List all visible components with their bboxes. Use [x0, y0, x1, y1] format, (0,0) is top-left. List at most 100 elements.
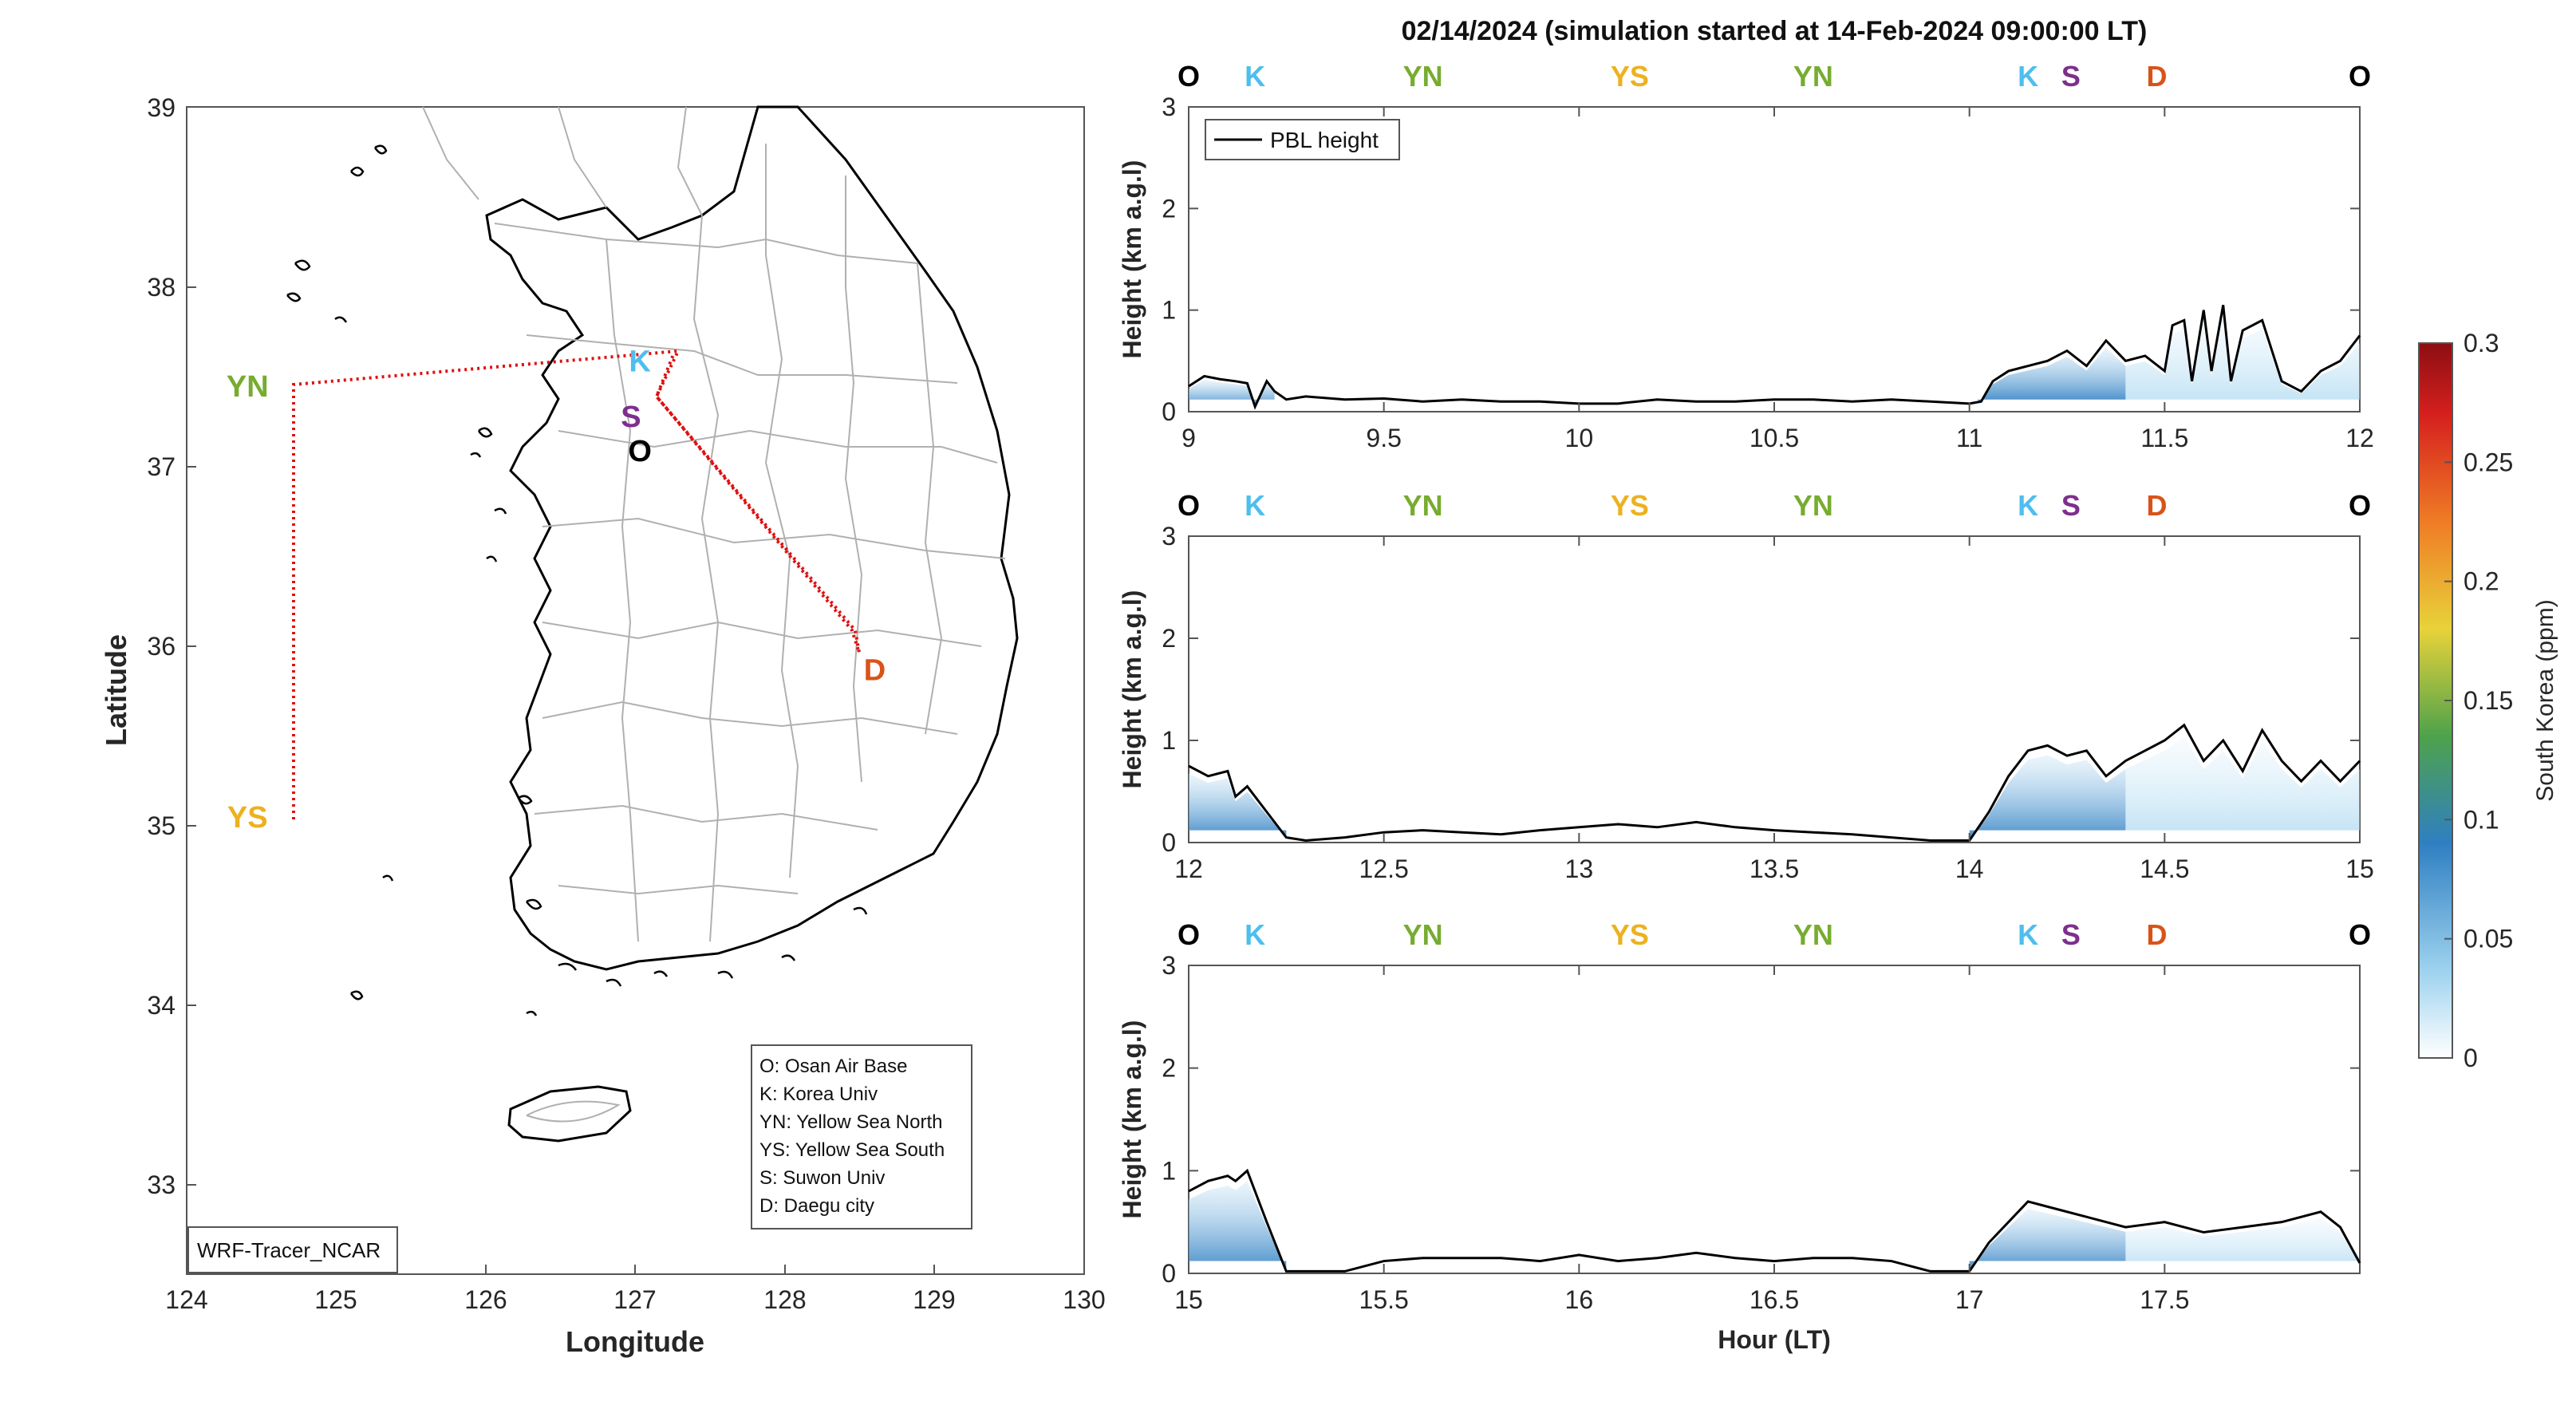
pbl-legend-label: PBL height: [1270, 128, 1379, 152]
map-ytick: 39: [147, 93, 176, 122]
model-tag-box: [187, 1226, 398, 1273]
map-xtick: 124: [165, 1285, 207, 1314]
map-site-label-s: S: [621, 401, 641, 434]
colorbar-tick-label: 0.1: [2464, 805, 2499, 834]
y-tick-label: 3: [1162, 93, 1176, 121]
map-site-label-yn: YN: [227, 370, 269, 404]
panel-site-label-k: K: [1245, 60, 1265, 93]
x-tick-label: 10: [1565, 424, 1594, 452]
pbl-panel-3: 15 15.5 16 16.5 17 17.5 0 1 2 3 Height (km a.g.l) O…: [1118, 918, 2371, 1314]
x-tick-label: 17: [1955, 1285, 1984, 1314]
panel-site-label-o: O: [1178, 918, 1200, 951]
panel-site-label-ys: YS: [1611, 489, 1649, 522]
y-tick-label: 3: [1162, 522, 1176, 551]
colorbar-tick-label: 0.25: [2464, 448, 2513, 476]
x-tick-label: 16: [1565, 1285, 1594, 1314]
x-tick-label: 10.5: [1750, 424, 1799, 452]
panel-site-label-yn: YN: [1403, 60, 1443, 93]
map-ytick: 34: [147, 991, 176, 1020]
panel-site-label-o: O: [1178, 489, 1200, 522]
y-tick-label: 0: [1162, 1259, 1176, 1288]
x-tick-label: 16.5: [1750, 1285, 1799, 1314]
x-tick-label: 15: [1174, 1285, 1203, 1314]
site-labels: O K YN YS S D: [227, 345, 886, 835]
pbl-height-line: [1188, 1168, 2361, 1273]
pbl-legend: PBL height: [1205, 119, 1400, 160]
y-tick-label: 1: [1162, 296, 1176, 325]
map-x-ticks: 124 125 126 127 128 129 130: [165, 1285, 1105, 1314]
panel-site-label-k: K: [1245, 918, 1265, 951]
map-ytick: 33: [147, 1170, 176, 1199]
y-tick-label: 2: [1162, 1054, 1176, 1083]
map-site-label-ys: YS: [227, 801, 268, 835]
flight-track: [292, 349, 861, 819]
colorbar: 0 0.05 0.1 0.15 0.2 0.25 0.3 South Korea (ppm): [2418, 329, 2558, 1072]
x-tick-label: 11.5: [2140, 424, 2188, 452]
x-tick-label: 15.5: [1359, 1285, 1409, 1314]
map-ytick: 38: [147, 273, 176, 302]
panel-site-label-k: K: [2018, 918, 2038, 951]
panel-site-label-yn: YN: [1403, 489, 1443, 522]
site-legend-entry: D: Daegu city: [759, 1195, 874, 1217]
panel-site-label-k: K: [2018, 60, 2038, 93]
tracer-plume: [1969, 1208, 2126, 1272]
colorbar-tick-label: 0.15: [2464, 686, 2513, 715]
panel-site-label-d: D: [2147, 918, 2168, 951]
map-xtick: 129: [913, 1285, 955, 1314]
panel-site-label-o: O: [2349, 60, 2371, 93]
panel-ylabel: Height (km a.g.l): [1118, 160, 1146, 359]
panel-site-label-s: S: [2061, 60, 2081, 93]
admin-borders: [422, 106, 1006, 942]
panel-site-label-d: D: [2147, 489, 2168, 522]
colorbar-tick-label: 0: [2464, 1044, 2478, 1072]
pbl-legend-box: [1205, 119, 1400, 160]
panel-site-label-s: S: [2061, 489, 2081, 522]
panel-site-label-s: S: [2061, 918, 2081, 951]
map-ylabel: Latitude: [100, 634, 132, 746]
tracer-plume: [1969, 755, 2126, 841]
y-tick-label: 0: [1162, 828, 1176, 857]
tracer-plume: [1189, 1181, 1287, 1272]
figure-title: 02/14/2024 (simulation started at 14-Feb…: [1402, 16, 2148, 46]
map-y-ticks: 33 34 35 36 37 38 39: [147, 93, 176, 1199]
colorbar-label: South Korea (ppm): [2532, 599, 2558, 801]
panel-site-label-k: K: [2018, 489, 2038, 522]
map-ytick: 35: [147, 811, 176, 840]
x-tick-label: 17.5: [2140, 1285, 2189, 1314]
colorbar-tick-label: 0.3: [2464, 329, 2499, 357]
panel-ylabel: Height (km a.g.l): [1118, 1020, 1146, 1219]
korea-coastline: [485, 105, 1019, 971]
x-tick-label: 11: [1956, 424, 1982, 452]
tracer-plume: [2125, 1218, 2360, 1265]
panel-site-label-yn: YN: [1793, 489, 1833, 522]
map-xtick: 125: [314, 1285, 357, 1314]
pbl-height-line: [1188, 305, 2361, 410]
x-tick-label: 13.5: [1750, 855, 1799, 883]
site-legend-entry: O: Osan Air Base: [759, 1056, 907, 1077]
site-legend-entry: K: Korea Univ: [759, 1083, 878, 1105]
model-tag: WRF-Tracer_NCAR: [197, 1238, 381, 1262]
coastal-islands: [286, 144, 868, 1016]
y-tick-label: 0: [1162, 397, 1176, 426]
map-ytick: 36: [147, 632, 176, 661]
panel-site-label-yn: YN: [1793, 60, 1833, 93]
pbl-height-line: [1188, 723, 2361, 842]
x-tick-label: 14: [1955, 855, 1984, 883]
y-tick-label: 1: [1162, 1156, 1176, 1185]
site-legend: O: Osan Air Base K: Korea Univ YN: Yello…: [759, 1056, 945, 1217]
tracer-plume: [1189, 773, 1287, 839]
map-ytick: 37: [147, 452, 176, 481]
map-panel: O K YN YS S D 124 125 126 127 128 129 130 33 …: [100, 93, 1106, 1358]
x-tick-label: 14.5: [2140, 855, 2189, 883]
y-tick-label: 1: [1162, 726, 1176, 755]
site-legend-entry: YN: Yellow Sea North: [759, 1111, 942, 1133]
map-site-label-d: D: [864, 653, 886, 687]
map-xtick: 126: [464, 1285, 507, 1314]
site-legend-entry: S: Suwon Univ: [759, 1167, 885, 1189]
jeju-inner-border: [526, 1100, 621, 1123]
map-xtick: 127: [613, 1285, 656, 1314]
map-site-label-k: K: [629, 345, 651, 378]
y-tick-label: 3: [1162, 951, 1176, 980]
